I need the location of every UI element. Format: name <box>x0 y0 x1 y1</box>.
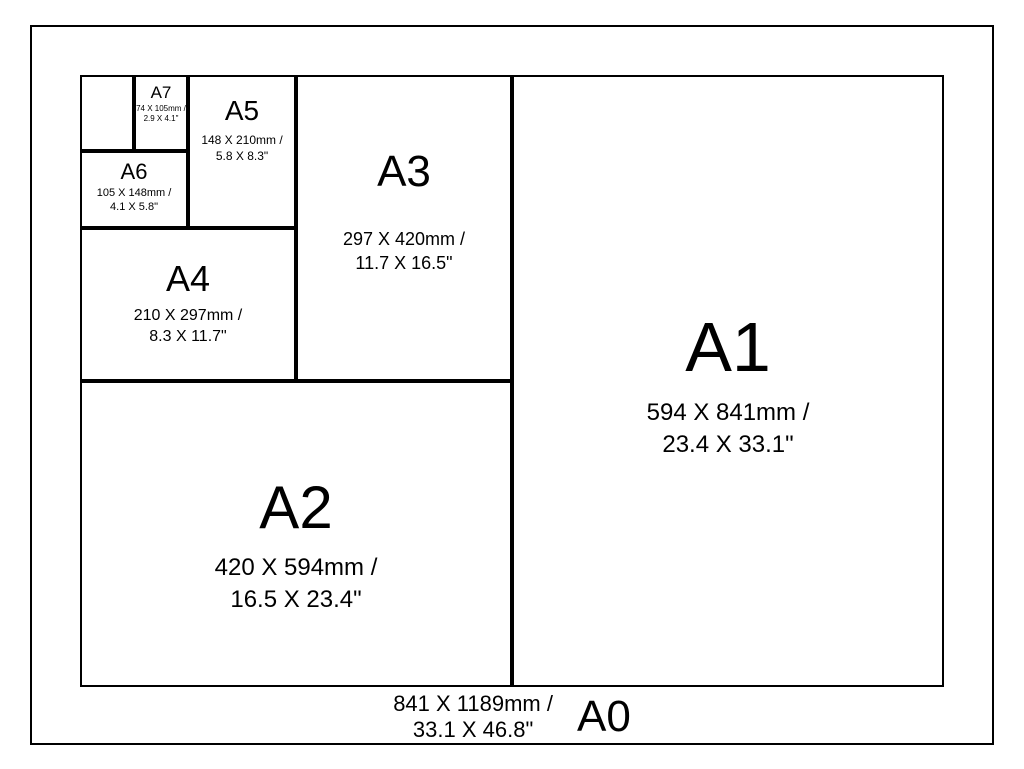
a2-rect: A2 420 X 594mm / 16.5 X 23.4" <box>80 381 512 687</box>
a3-label: A3 <box>298 147 510 197</box>
a1-rect: A1 594 X 841mm / 23.4 X 33.1" <box>512 75 944 687</box>
a1-dims: 594 X 841mm / 23.4 X 33.1" <box>514 397 942 462</box>
a2-dims: 420 X 594mm / 16.5 X 23.4" <box>82 552 510 617</box>
a1-label: A1 <box>514 307 942 387</box>
a4-label: A4 <box>82 258 294 300</box>
a5-rect: A5 148 X 210mm / 5.8 X 8.3" <box>188 75 296 228</box>
a6-label: A6 <box>82 159 186 185</box>
a7-dims: 74 X 105mm / 2.9 X 4.1" <box>136 104 186 123</box>
a6-rect: A6 105 X 148mm / 4.1 X 5.8" <box>80 151 188 228</box>
a5-dims: 148 X 210mm / 5.8 X 8.3" <box>190 133 294 164</box>
a6-dims: 105 X 148mm / 4.1 X 5.8" <box>82 187 186 215</box>
a4-dims: 210 X 297mm / 8.3 X 11.7" <box>82 306 294 348</box>
a5-label: A5 <box>190 95 294 127</box>
a3-rect: A3 297 X 420mm / 11.7 X 16.5" <box>296 75 512 381</box>
a0-caption: 841 X 1189mm / 33.1 X 46.8" A0 <box>80 692 944 742</box>
a7-label: A7 <box>136 83 186 103</box>
a8-blank-rect <box>80 75 134 151</box>
a4-rect: A4 210 X 297mm / 8.3 X 11.7" <box>80 228 296 381</box>
a2-label: A2 <box>82 473 510 542</box>
a3-dims: 297 X 420mm / 11.7 X 16.5" <box>298 227 510 276</box>
a7-rect: A7 74 X 105mm / 2.9 X 4.1" <box>134 75 188 151</box>
a0-dims: 841 X 1189mm / 33.1 X 46.8" <box>393 691 553 744</box>
a0-label: A0 <box>577 692 631 742</box>
